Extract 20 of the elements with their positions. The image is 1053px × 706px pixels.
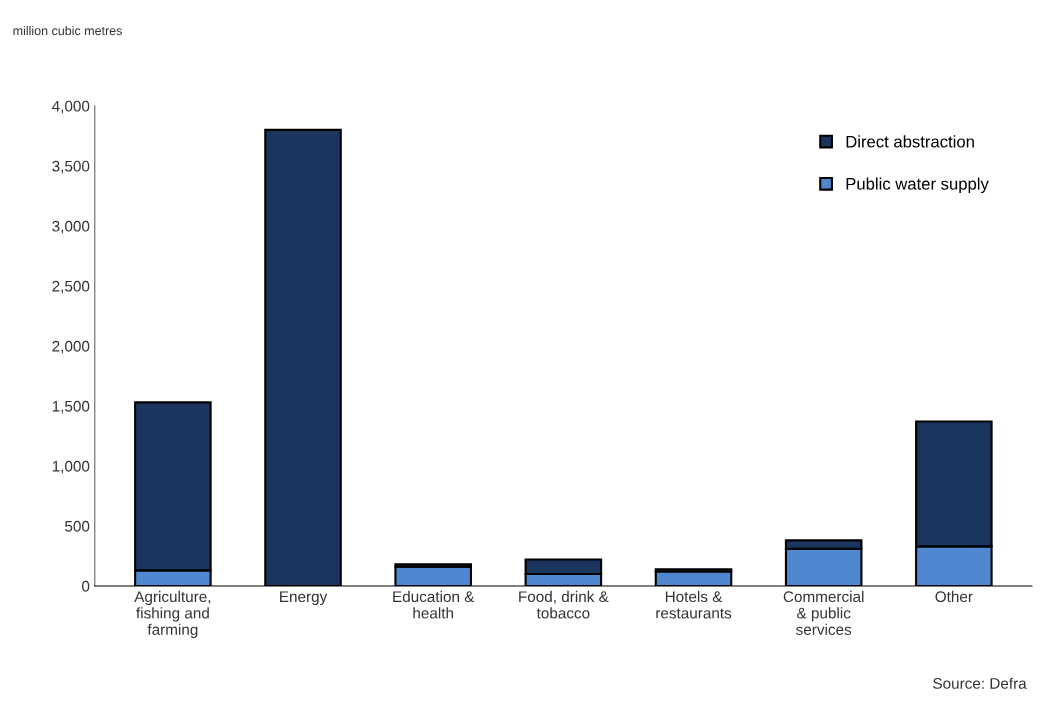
y-tick-label: 4,000: [52, 100, 90, 114]
x-tick-label: Commercial & public services: [783, 590, 864, 635]
y-tick-label: 2,500: [52, 280, 90, 294]
source-note: Source: Defra: [933, 677, 1027, 689]
y-tick-label: 0: [82, 580, 90, 592]
y-tick-label: 1,000: [52, 460, 90, 474]
text: million cubic metres: [13, 25, 122, 36]
x-tick-label: Food, drink & tobacco: [519, 590, 609, 619]
y-tick-label: 500: [65, 520, 90, 532]
x-tick-label: Energy: [280, 591, 328, 606]
y-tick-label: 1,500: [52, 400, 90, 414]
x-tick-label: Agriculture, fishing and farming: [134, 590, 211, 638]
legend-label: Direct abstraction: [846, 135, 974, 148]
legend-label: Public water supply: [846, 177, 989, 194]
y-tick-label: 2,000: [52, 340, 90, 354]
x-tick-label: Other: [935, 590, 973, 603]
x-tick-label: Hotels & restaurants: [656, 590, 732, 619]
y-tick-label: 3,500: [52, 160, 90, 174]
x-tick-label: Education & health: [393, 590, 475, 619]
y-tick-label: 3,000: [52, 220, 90, 234]
